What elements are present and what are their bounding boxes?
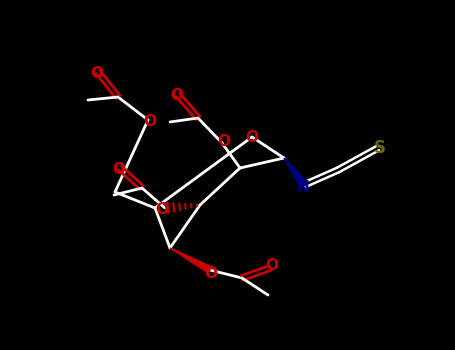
Text: O: O [204,266,217,280]
Polygon shape [170,248,212,273]
Text: O: O [156,202,168,217]
Text: N: N [297,180,309,195]
Polygon shape [284,158,307,187]
Text: O: O [246,130,258,145]
Text: S: S [374,139,386,157]
Text: O: O [266,259,278,273]
Text: O: O [217,134,231,149]
Text: O: O [112,161,126,176]
Text: O: O [143,113,157,128]
Text: O: O [91,65,103,80]
Text: O: O [171,89,183,104]
